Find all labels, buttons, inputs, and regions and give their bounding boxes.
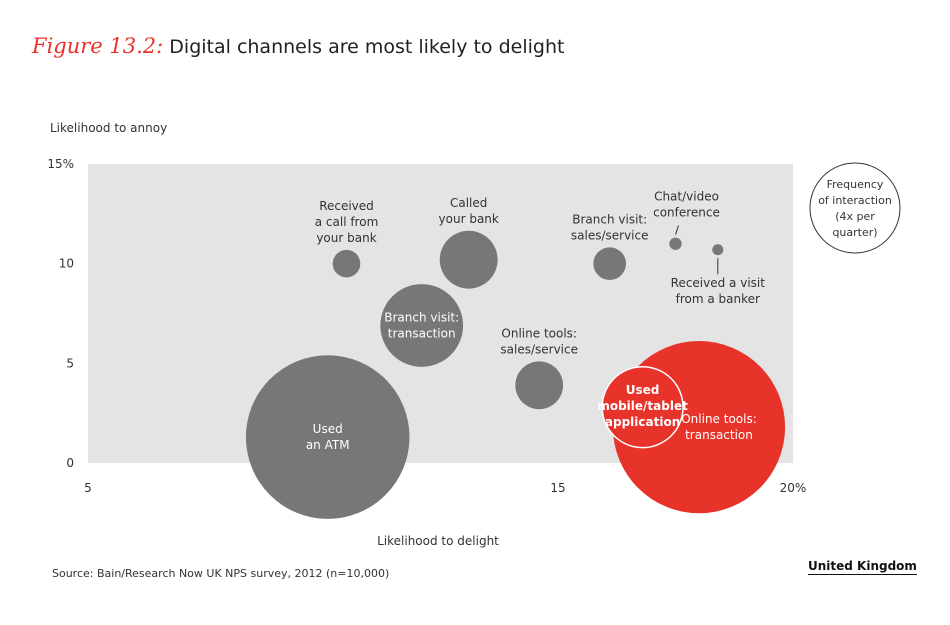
x-axis-label: Likelihood to delight	[377, 534, 499, 548]
size-legend: Frequency of interaction (4x per quarter)	[809, 162, 901, 254]
bubble-branch-visit-sales-service	[593, 247, 627, 280]
x-tick-label: 5	[84, 481, 92, 495]
y-tick-label: 10	[59, 257, 74, 271]
bubble-chat-video-conference-leader	[675, 225, 679, 235]
bubble-received-a-visit-from-a-banker	[712, 244, 724, 256]
bubble-branch-visit-sales-service-label: Branch visit: sales/service	[571, 212, 649, 242]
bubble-chat-video-conference	[669, 237, 682, 250]
bubble-received-a-visit-from-a-banker-label: Received a visit from a banker	[671, 276, 766, 306]
bubble-online-tools-sales-service	[515, 361, 564, 410]
bubble-branch-visit-transaction-label: Branch visit: transaction	[384, 310, 459, 340]
x-axis-ticks: 5 15 20%	[84, 481, 806, 495]
bubble-online-tools-transaction-label: Online tools: transaction	[681, 412, 757, 442]
x-tick-label: 15	[550, 481, 565, 495]
bubble-online-tools-sales-service-label: Online tools: sales/service	[500, 326, 578, 356]
bubble-used-an-atm-label: Used an ATM	[306, 422, 350, 452]
x-tick-label: 20%	[780, 481, 807, 495]
bubble-branch-visit-transaction	[380, 284, 464, 367]
bubble-received-a-call-from-your-bank	[332, 249, 361, 278]
size-legend-label: Frequency of interaction (4x per quarter)	[818, 178, 892, 239]
source-note: Source: Bain/Research Now UK NPS survey,…	[52, 567, 390, 580]
bubble-chat-video-conference-label: Chat/video conference	[653, 190, 720, 220]
y-tick-label: 0	[66, 456, 74, 470]
bubble-called-your-bank-label: Called your bank	[439, 196, 499, 226]
bubble-received-a-call-from-your-bank-label: Received a call from your bank	[315, 199, 379, 245]
y-axis-ticks: 0 5 10 15%	[47, 157, 74, 470]
y-tick-label: 5	[66, 356, 74, 370]
region-label: United Kingdom	[808, 559, 917, 575]
bubble-called-your-bank	[439, 230, 498, 289]
chart-title: Figure 13.2: Digital channels are most l…	[32, 34, 564, 58]
y-tick-label: 15%	[47, 157, 74, 171]
bubble-used-mobile-tablet-application	[601, 366, 684, 449]
figure-number: Figure 13.2:	[32, 34, 164, 58]
title-text: Digital channels are most likely to deli…	[169, 36, 565, 58]
bubble-used-mobile-tablet-application-label: Used mobile/tablet application	[597, 383, 688, 429]
bubble-used-an-atm	[245, 355, 410, 519]
size-legend-circle	[809, 162, 901, 254]
bubbles-layer: Online tools: transaction Used an ATM Branch…	[245, 190, 786, 519]
y-axis-label: Likelihood to annoy	[50, 121, 167, 135]
